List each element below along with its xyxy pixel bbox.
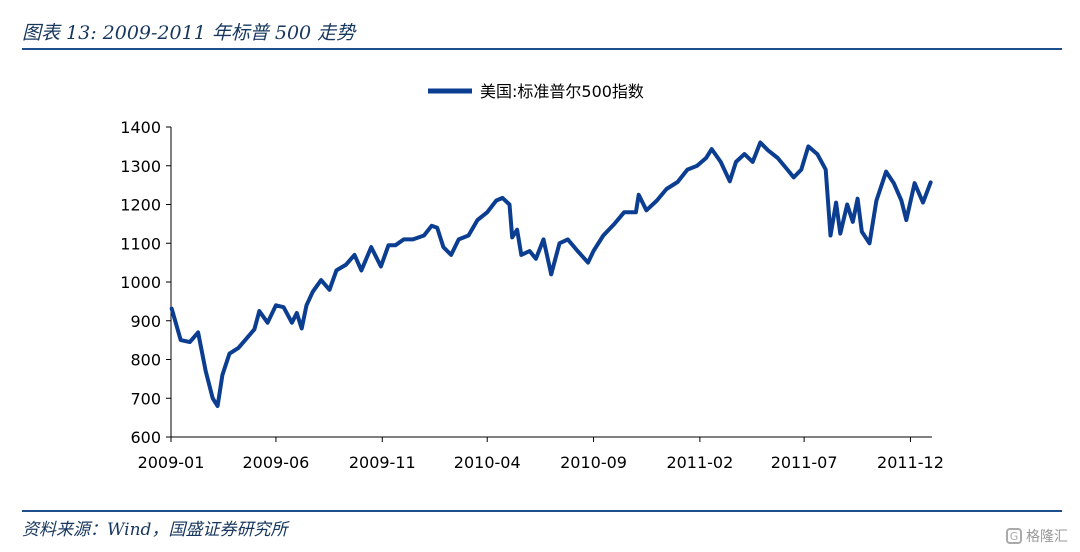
x-tick-label: 2009-01 [138, 453, 205, 472]
watermark-logo-icon: G [1006, 528, 1022, 544]
x-tick-label: 2009-06 [243, 453, 310, 472]
y-tick-label: 600 [130, 428, 161, 447]
x-tick-label: 2011-07 [771, 453, 838, 472]
footer-rule [22, 510, 1062, 512]
series-line [169, 140, 933, 408]
y-tick-label: 800 [130, 351, 161, 370]
y-tick-label: 700 [130, 389, 161, 408]
header-rule [22, 48, 1062, 50]
line-chart: 美国:标准普尔500指数 600 700 800 900 1000 1100 1200 130… [120, 82, 944, 472]
y-tick-label: 1400 [120, 118, 161, 137]
y-tick-label: 1300 [120, 157, 161, 176]
y-tick-label: 1200 [120, 196, 161, 215]
legend-label: 美国:标准普尔500指数 [480, 82, 644, 101]
watermark-text: 格隆汇 [1026, 529, 1068, 545]
x-tick-label: 2011-02 [666, 453, 733, 472]
source-note: 资料来源：Wind，国盛证券研究所 [22, 520, 288, 540]
y-tick-label: 1100 [120, 234, 161, 253]
y-tick-label: 900 [130, 312, 161, 331]
x-axis: 2009-01 2009-06 2009-11 2010-04 2010-09 2011-… [138, 436, 944, 472]
y-axis: 600 700 800 900 1000 1100 1200 1300 1400 [120, 118, 172, 447]
y-tick-label: 1000 [120, 273, 161, 292]
x-tick-label: 2010-04 [454, 453, 521, 472]
plot-area [169, 140, 933, 408]
watermark: G 格隆汇 [1006, 526, 1068, 546]
figure-title: 图表 13: 2009-2011 年标普 500 走势 [22, 22, 356, 44]
x-tick-label: 2009-11 [349, 453, 416, 472]
x-tick-label: 2010-09 [560, 453, 627, 472]
x-tick-label: 2011-12 [877, 453, 944, 472]
legend: 美国:标准普尔500指数 [428, 82, 644, 101]
